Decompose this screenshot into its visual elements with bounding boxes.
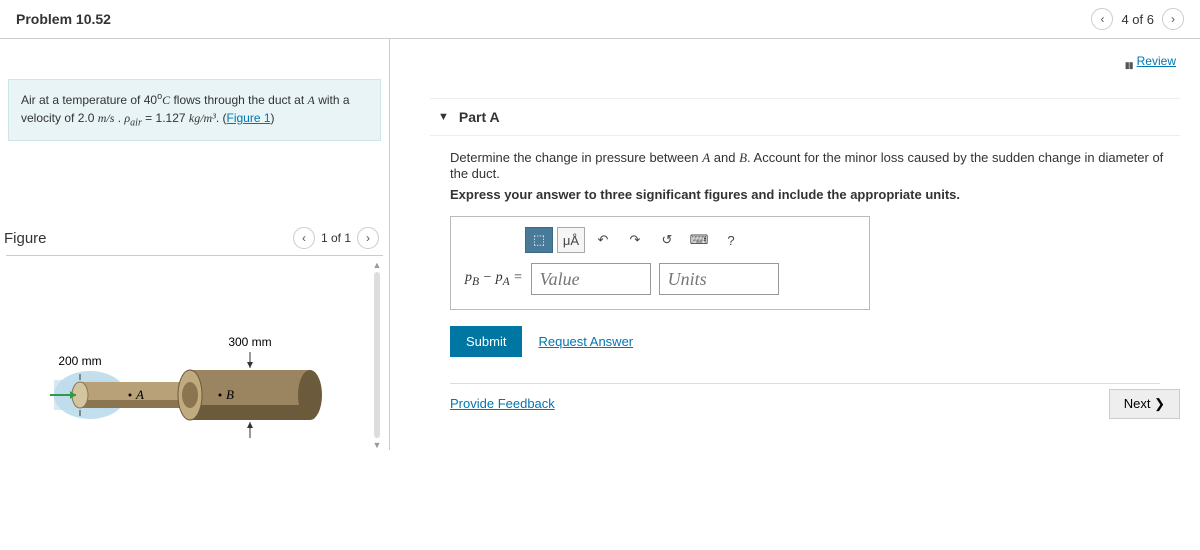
value-input[interactable]	[531, 263, 651, 295]
text: kg/m³	[189, 111, 216, 125]
text: Air at a temperature of 40	[21, 93, 157, 107]
text: A	[308, 93, 315, 107]
text: A	[702, 150, 710, 165]
review-label: Review	[1137, 54, 1176, 68]
text: and	[710, 150, 739, 165]
review-link[interactable]: Review	[1123, 54, 1176, 68]
provide-feedback-link[interactable]: Provide Feedback	[450, 396, 555, 411]
figure-link[interactable]: Figure 1	[227, 111, 271, 125]
request-answer-link[interactable]: Request Answer	[538, 334, 633, 349]
next-button[interactable]: Next ❯	[1109, 389, 1180, 419]
problem-title: Problem 10.52	[16, 11, 111, 27]
text: .	[114, 111, 124, 125]
next-problem-button[interactable]: ›	[1162, 8, 1184, 30]
figure-next-button[interactable]: ›	[357, 227, 379, 249]
figure-scrollbar[interactable]: ▲ ▼	[373, 260, 381, 450]
scroll-thumb[interactable]	[374, 272, 380, 438]
text: . (	[216, 111, 227, 125]
flag-icon	[1123, 57, 1133, 67]
figure-heading: Figure	[4, 230, 47, 247]
express-instruction: Express your answer to three significant…	[450, 187, 1180, 202]
collapse-part-button[interactable]: ▼	[438, 111, 449, 123]
duct-figure: 200 mm 300 mm A B	[50, 310, 330, 450]
figure-position: 1 of 1	[321, 231, 351, 245]
submit-button[interactable]: Submit	[450, 326, 522, 357]
instruction-text: Determine the change in pressure between…	[450, 150, 1180, 181]
undo-button[interactable]: ↶	[589, 227, 617, 253]
text: B	[739, 150, 747, 165]
scroll-up-icon[interactable]: ▲	[373, 260, 382, 270]
label-B: B	[226, 387, 234, 402]
templates-button[interactable]: ⬚	[525, 227, 553, 253]
text: = 1.127	[142, 111, 189, 125]
answer-box: ⬚ μÅ ↶ ↷ ↺ ⌨ ? pB − pA =	[450, 216, 870, 310]
text: Determine the change in pressure between	[450, 150, 702, 165]
label-A: A	[135, 387, 144, 402]
text: flows through the duct at	[170, 93, 307, 107]
problem-statement: Air at a temperature of 40oC flows throu…	[8, 79, 381, 141]
special-chars-button[interactable]: μÅ	[557, 227, 585, 253]
figure-prev-button[interactable]: ‹	[293, 227, 315, 249]
label-200mm: 200 mm	[58, 354, 101, 368]
units-input[interactable]	[659, 263, 779, 295]
label-300mm: 300 mm	[228, 335, 271, 349]
text: C	[162, 93, 170, 107]
answer-variable-label: pB − pA =	[465, 270, 523, 288]
text: m/s	[98, 111, 115, 125]
part-title: Part A	[459, 109, 500, 125]
keyboard-button[interactable]: ⌨	[685, 227, 713, 253]
prev-problem-button[interactable]: ‹	[1091, 8, 1113, 30]
figure-canvas: 200 mm 300 mm A B ▲ ▼	[0, 260, 389, 450]
redo-button[interactable]: ↷	[621, 227, 649, 253]
scroll-down-icon[interactable]: ▼	[373, 440, 382, 450]
text: )	[271, 111, 275, 125]
help-button[interactable]: ?	[717, 227, 745, 253]
reset-button[interactable]: ↺	[653, 227, 681, 253]
problem-position: 4 of 6	[1121, 12, 1154, 27]
text: air	[130, 117, 142, 128]
